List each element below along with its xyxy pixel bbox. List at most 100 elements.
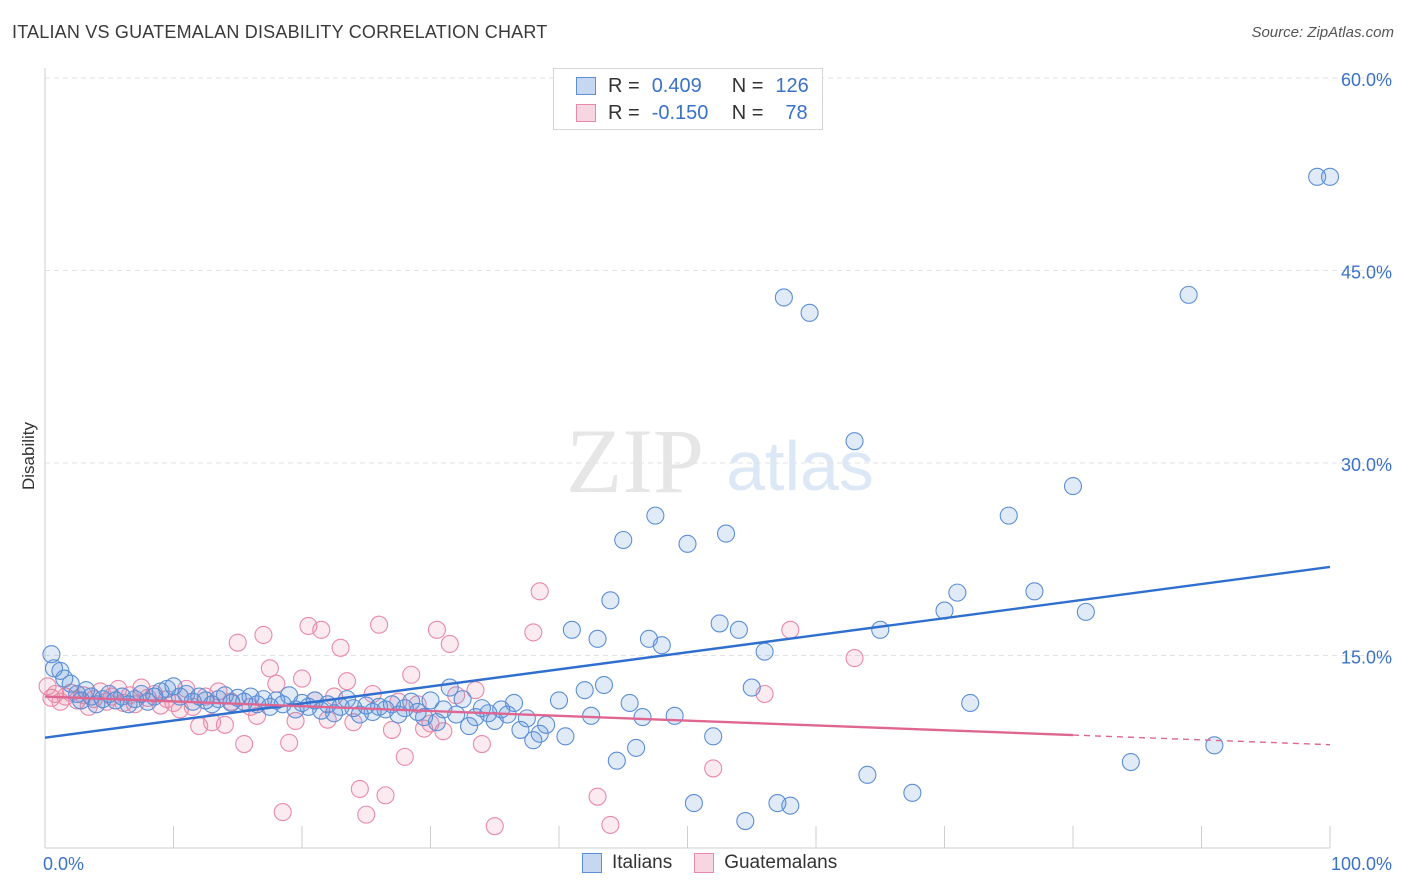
legend-r-value: 0.409 (651, 74, 702, 97)
italians-point[interactable] (781, 796, 800, 815)
italians-point[interactable] (524, 731, 543, 750)
italians-point[interactable] (633, 708, 652, 727)
italians-point[interactable] (447, 705, 466, 724)
italians-point[interactable] (511, 720, 530, 739)
italians-point[interactable] (575, 681, 594, 700)
series-legend-guatemalans[interactable]: Guatemalans (694, 852, 837, 874)
italians-point[interactable] (736, 811, 755, 831)
guatemalans-point[interactable] (318, 710, 337, 729)
italians-point[interactable] (845, 432, 864, 451)
guatemalans-point[interactable] (472, 734, 491, 754)
series-label-italians: Italians (612, 852, 673, 873)
italians-point[interactable] (562, 620, 581, 639)
guatemalans-point[interactable] (601, 815, 620, 834)
italians-point[interactable] (1076, 602, 1095, 621)
guatemalans-point[interactable] (427, 620, 446, 639)
italians-point[interactable] (614, 530, 633, 550)
italians-point[interactable] (504, 693, 524, 713)
italians-point[interactable] (556, 727, 575, 746)
italians-point[interactable] (999, 506, 1018, 525)
italians-point[interactable] (948, 583, 967, 602)
italians-point[interactable] (716, 524, 736, 543)
italians-point[interactable] (961, 693, 980, 713)
guatemalans-point[interactable] (376, 786, 395, 805)
italians-point[interactable] (421, 691, 440, 710)
italians-point[interactable] (678, 534, 697, 553)
italians-point[interactable] (459, 717, 479, 736)
guatemalans-point[interactable] (382, 720, 402, 739)
guatemalans-point[interactable] (38, 677, 57, 696)
italians-point[interactable] (453, 690, 472, 709)
italians-point[interactable] (1179, 285, 1198, 304)
italians-point[interactable] (601, 591, 620, 610)
guatemalans-point[interactable] (781, 620, 800, 639)
series-swatch-guatemalans (694, 853, 715, 873)
italians-point[interactable] (704, 727, 723, 746)
guatemalans-point[interactable] (434, 722, 453, 741)
italians-point[interactable] (517, 709, 536, 728)
italians-point[interactable] (537, 715, 556, 734)
guatemalans-point[interactable] (215, 715, 234, 734)
guatemalans-point[interactable] (235, 734, 254, 754)
guatemalans-point[interactable] (402, 665, 421, 684)
italians-point[interactable] (1063, 477, 1083, 496)
italians-point[interactable] (1121, 752, 1140, 772)
italians-point[interactable] (774, 288, 793, 307)
italians-point[interactable] (530, 724, 549, 743)
italians-point[interactable] (1025, 582, 1044, 601)
series-swatch-italians (582, 853, 602, 873)
italians-point[interactable] (71, 691, 91, 710)
italians-point[interactable] (42, 645, 61, 664)
italians-point[interactable] (729, 620, 748, 639)
guatemalans-point[interactable] (337, 672, 357, 691)
italians-point[interactable] (61, 674, 80, 693)
italians-point[interactable] (549, 691, 569, 710)
legend-r-value: -0.150 (651, 101, 709, 124)
italians-point[interactable] (903, 783, 922, 802)
guatemalans-point[interactable] (845, 649, 864, 668)
legend-n-value: 126 (775, 74, 809, 97)
guatemalans-point[interactable] (485, 817, 504, 836)
guatemalans-point[interactable] (331, 638, 350, 657)
guatemalans-point[interactable] (530, 582, 549, 601)
guatemalans-point[interactable] (74, 686, 93, 705)
series-legend-italians[interactable]: Italians (582, 852, 672, 874)
guatemalans-point[interactable] (260, 659, 279, 678)
legend-n-value: 78 (785, 101, 808, 124)
guatemalans-point[interactable] (357, 805, 376, 824)
italians-point[interactable] (742, 678, 761, 697)
italians-point[interactable] (1320, 167, 1340, 186)
guatemalans-point[interactable] (524, 623, 543, 642)
guatemalans-point[interactable] (273, 803, 292, 822)
guatemalans-point[interactable] (254, 625, 273, 645)
italians-point[interactable] (1308, 167, 1327, 186)
guatemalans-point[interactable] (588, 787, 607, 806)
guatemalans-point[interactable] (350, 779, 369, 799)
source-label: Source: ZipAtlas.com (1251, 24, 1394, 41)
italians-point[interactable] (1205, 736, 1224, 755)
guatemalans-point[interactable] (704, 759, 723, 778)
y-tick-label: 45.0% (1341, 263, 1392, 283)
italians-point[interactable] (684, 794, 703, 813)
guatemalans-point[interactable] (440, 634, 459, 654)
italians-point[interactable] (620, 693, 639, 713)
italians-point[interactable] (588, 629, 607, 648)
guatemalans-point[interactable] (370, 615, 389, 634)
italians-point[interactable] (607, 751, 626, 770)
italians-point[interactable] (325, 704, 344, 723)
italians-point[interactable] (755, 642, 774, 661)
guatemalans-point[interactable] (228, 633, 247, 652)
italians-point[interactable] (858, 765, 877, 784)
italians-point[interactable] (652, 636, 671, 655)
guatemalans-point[interactable] (280, 733, 299, 752)
guatemalans-point[interactable] (312, 620, 331, 639)
italians-point[interactable] (627, 738, 646, 757)
italians-point[interactable] (710, 614, 729, 633)
italians-point[interactable] (800, 303, 819, 322)
guatemalans-point[interactable] (395, 747, 414, 766)
italians-point[interactable] (871, 620, 890, 639)
italians-point[interactable] (665, 706, 684, 725)
italians-point[interactable] (646, 506, 665, 525)
italians-point[interactable] (594, 675, 614, 695)
guatemalans-point[interactable] (292, 669, 312, 688)
